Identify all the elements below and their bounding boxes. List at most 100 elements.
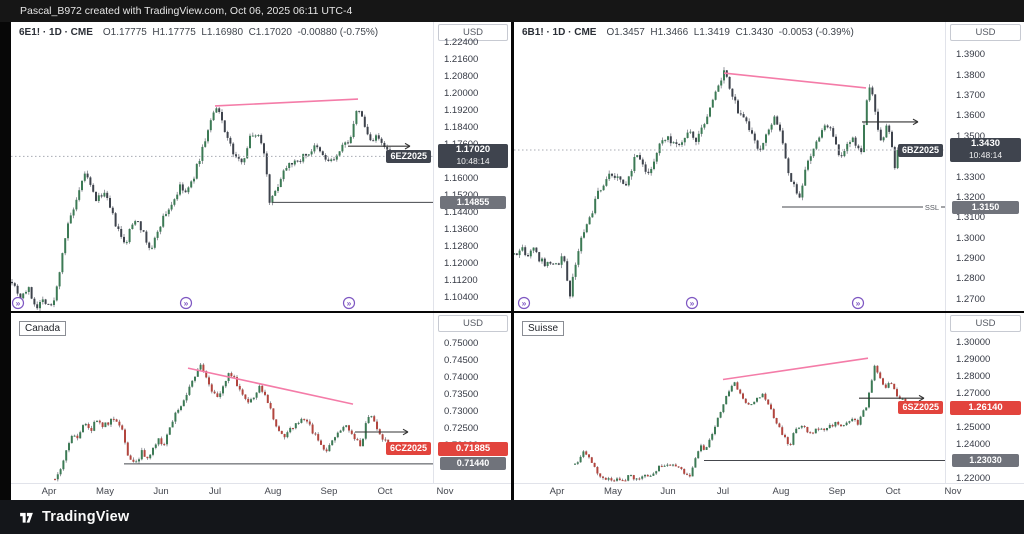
currency-toggle-button[interactable]: USD [950, 315, 1021, 332]
legend-symbol[interactable]: 6E1! · 1D · CME [19, 27, 93, 38]
candlestick-plot[interactable] [514, 313, 945, 484]
price-tick-label: 1.2800 [956, 273, 986, 285]
price-tick-label: 1.2900 [956, 252, 986, 264]
trend-arrow-head [404, 145, 411, 150]
candlestick-plot[interactable]: » » » [514, 22, 945, 311]
trend-arrow-head [912, 118, 919, 123]
legend-symbol[interactable]: 6B1! · 1D · CME [522, 27, 597, 38]
level-price-badge: 1.23030 [952, 454, 1019, 467]
brand-name[interactable]: TradingView [42, 509, 130, 525]
currency-toggle-button[interactable]: USD [438, 315, 508, 332]
price-tick-label: 1.14400 [444, 207, 479, 218]
price-tick-label: 1.2700 [956, 293, 986, 305]
price-tick-label: 1.3200 [956, 191, 986, 203]
level-price-badge: 0.71440 [440, 457, 506, 471]
svg-text:»: » [16, 298, 21, 308]
contract-symbol-badge: 6SZ2025 [898, 401, 943, 415]
price-tick-label: 1.20800 [444, 71, 479, 83]
time-axis-month-label: Aug [264, 486, 282, 497]
time-axis-month-label: Oct [885, 486, 901, 497]
level-price-badge: 1.14855 [440, 195, 506, 209]
circled-double-arrow-icon[interactable]: » [685, 296, 699, 310]
circled-double-arrow-icon[interactable]: » [342, 296, 356, 310]
pink-trendline[interactable] [722, 357, 869, 381]
pink-trendline[interactable] [214, 98, 359, 107]
price-tick-label: 1.28000 [956, 371, 991, 383]
level-price-badge: 1.3150 [952, 200, 1019, 214]
price-tick-label: 1.3000 [956, 232, 986, 244]
time-axis-month-label: Jul [208, 486, 222, 497]
time-axis[interactable]: Apr May Jun Jul Aug Sep Oct Nov [11, 483, 511, 500]
price-tick-label: 1.16000 [444, 173, 479, 185]
svg-text:»: » [522, 298, 527, 308]
pair-name-label[interactable]: Suisse [522, 321, 565, 336]
price-tick-label: 1.10400 [444, 292, 479, 303]
time-axis-month-label: Apr [41, 486, 57, 497]
price-tick-label: 1.19200 [444, 105, 479, 117]
circled-double-arrow-icon[interactable]: » [851, 296, 865, 310]
price-tick-label: 1.11200 [444, 275, 478, 286]
price-tick-label: 1.20000 [444, 88, 479, 100]
last-price-value: 1.3430 [970, 138, 1001, 149]
last-price-badge: 1.26140 [950, 400, 1021, 415]
last-price-badge: 0.71885 [438, 441, 508, 456]
price-tick-label: 1.12000 [444, 258, 479, 269]
attribution-text: Pascal_B972 created with TradingView.com… [20, 5, 353, 17]
candlestick-plot[interactable] [11, 313, 433, 484]
time-axis-month-label: Sep [320, 486, 338, 497]
time-axis[interactable]: Apr May Jun Jul Aug Sep Oct Nov [514, 483, 1024, 500]
pair-name-label[interactable]: Canada [19, 321, 67, 336]
pink-trendline[interactable] [723, 72, 867, 89]
price-axis[interactable]: USD1.39001.38001.37001.36001.35001.34001… [945, 22, 1024, 311]
currency-toggle-button[interactable]: USD [950, 24, 1021, 41]
price-tick-label: 1.3600 [956, 110, 986, 122]
pink-trendline[interactable] [187, 367, 354, 405]
last-price-badge: 1.3430 10:48:14 [950, 138, 1021, 162]
price-tick-label: 1.30000 [956, 337, 991, 349]
price-axis[interactable]: USD 0.75000 0.74500 0.74000 0.73500 0.73000 0.… [433, 313, 511, 484]
circled-double-arrow-icon[interactable]: » [179, 296, 193, 310]
price-tick-label: 1.12800 [444, 241, 479, 252]
circled-double-arrow-icon[interactable]: » [517, 296, 531, 310]
time-axis-month-label: Apr [549, 486, 565, 497]
chart-legend: 6B1! · 1D · CME O1.3457 H1.3466 L1.3419 C… [522, 27, 854, 38]
time-axis-month-label: Aug [772, 486, 790, 497]
price-tick-label: 1.3100 [956, 212, 986, 224]
price-tick-label: 1.15200 [444, 190, 478, 201]
tradingview-logo-icon[interactable] [18, 509, 35, 526]
price-tick-label: 1.3700 [956, 90, 986, 102]
price-tick-label: 0.75000 [444, 337, 479, 349]
svg-text:»: » [690, 298, 695, 308]
countdown-timer: 10:48:14 [456, 156, 490, 167]
price-axis[interactable]: USD 1.22400 1.21600 1.20800 1.20000 1.19200 1.… [433, 22, 511, 311]
footer-bar: TradingView [0, 500, 1024, 534]
price-tick-label: 1.21600 [444, 54, 479, 66]
price-tick-label: 1.3900 [956, 49, 986, 61]
chart-panel-canadian-dollar-futures: Canada USD 0.75000 0.74500 0.74000 0.73500 0.7… [11, 313, 511, 500]
legend-ohlc-values: O1.3457 H1.3466 L1.3419 C1.3430 -0.0053 … [606, 27, 854, 38]
circled-double-arrow-icon[interactable]: » [11, 296, 25, 310]
time-axis-month-label: Jun [660, 486, 676, 497]
time-axis-month-label: Oct [377, 486, 393, 497]
trend-arrow-head [918, 397, 925, 402]
price-tick-label: 0.74500 [444, 354, 479, 366]
price-tick-label: 1.29000 [956, 354, 991, 366]
contract-symbol-badge: 6BZ2025 [897, 143, 943, 157]
price-tick-label: 0.73000 [444, 405, 479, 417]
currency-toggle-button[interactable]: USD [438, 24, 508, 41]
price-axis[interactable]: USD1.300001.290001.280001.270001.260001.… [945, 313, 1024, 484]
candlestick-plot[interactable]: » » » [11, 22, 433, 311]
chart-grid: » » » 6E1! · 1D · CME O1.17775 H1.17775 L1.1… [0, 22, 1024, 500]
time-axis-month-label: Nov [436, 486, 454, 497]
price-tick-label: 0.74000 [444, 371, 479, 383]
contract-symbol-badge: 6CZ2025 [385, 442, 431, 456]
trend-arrow-head [912, 121, 919, 126]
chart-panel-swiss-franc-futures: Suisse USD 1.30000 1.29000 1.28000 1.27000 1.2… [514, 313, 1024, 500]
time-axis-month-label: May [604, 486, 622, 497]
chart-legend: 6E1! · 1D · CME O1.17775 H1.17775 L1.1698… [19, 27, 378, 38]
price-tick-label: 1.13600 [444, 224, 479, 235]
trend-arrow-head [402, 431, 409, 436]
contract-symbol-badge: 6EZ2025 [386, 149, 431, 163]
price-tick-label: 1.24000 [956, 439, 991, 451]
